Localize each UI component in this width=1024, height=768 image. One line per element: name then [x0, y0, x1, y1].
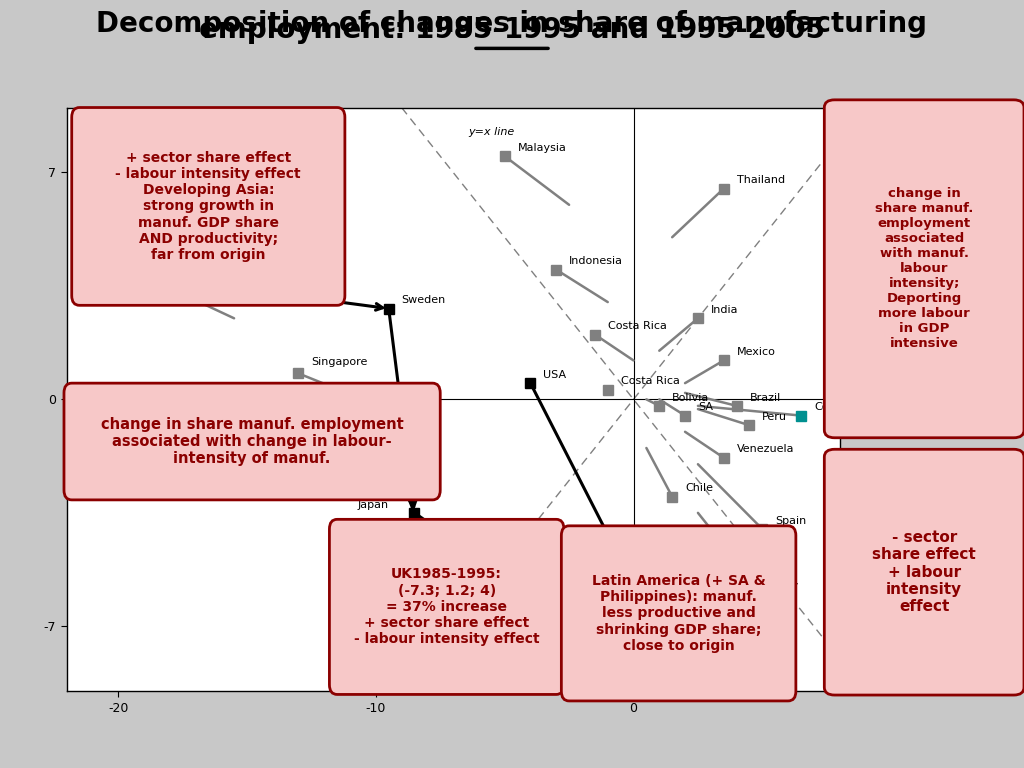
- Text: + sector share effect
- labour intensity effect
Developing Asia:
strong growth i: + sector share effect - labour intensity…: [116, 151, 301, 262]
- Text: Peru: Peru: [762, 412, 787, 422]
- Text: India: India: [711, 305, 738, 315]
- Text: Singapore: Singapore: [311, 357, 368, 367]
- Text: Brazil: Brazil: [750, 392, 780, 402]
- Text: Costa Rica: Costa Rica: [621, 376, 680, 386]
- Text: Italy: Italy: [775, 581, 800, 591]
- Text: UK1985-1995:
(-7.3; 1.2; 4)
= 37% increase
+ sector share effect
- labour intens: UK1985-1995: (-7.3; 1.2; 4) = 37% increa…: [354, 568, 540, 647]
- Text: Denmark: Denmark: [659, 597, 711, 607]
- Text: Decomposition of changes in: Decomposition of changes in: [49, 10, 512, 38]
- Text: - sector
share effect
+ labour
intensity
effect: - sector share effect + labour intensity…: [872, 530, 976, 614]
- Text: Malaysia: Malaysia: [517, 143, 566, 153]
- Text: Spain: Spain: [775, 516, 807, 526]
- Text: Sweden: Sweden: [401, 296, 445, 306]
- Text: Korea: Korea: [125, 260, 157, 270]
- FancyBboxPatch shape: [561, 526, 796, 701]
- Text: UK: UK: [544, 581, 559, 591]
- FancyBboxPatch shape: [72, 108, 345, 306]
- Text: change in
share manuf.
employment
associated
with manuf.
labour
intensity;
Depor: change in share manuf. employment associ…: [874, 187, 974, 350]
- Text: Indonesia: Indonesia: [569, 257, 623, 266]
- Text: Venezuela: Venezuela: [736, 445, 794, 455]
- Text: Chile: Chile: [685, 483, 713, 493]
- Text: SA: SA: [698, 402, 713, 412]
- Text: change in share manuf. employment
associated with change in labour-
intensity of: change in share manuf. employment associ…: [100, 416, 403, 466]
- Text: USA: USA: [544, 370, 566, 380]
- FancyBboxPatch shape: [63, 383, 440, 500]
- Text: Taiwan: Taiwan: [401, 626, 439, 636]
- Text: Colombia: Colombia: [814, 402, 866, 412]
- Text: Japan: Japan: [357, 500, 389, 510]
- Text: Bolivia: Bolivia: [672, 392, 710, 402]
- Text: x-axis: labour-intensity effect: x-axis: labour-intensity effect: [376, 668, 539, 678]
- Text: employment: 1985-1995 and 1995-2005: employment: 1985-1995 and 1995-2005: [199, 16, 825, 44]
- Text: Thailand: Thailand: [736, 175, 784, 185]
- Text: y=x line: y=x line: [469, 127, 515, 137]
- Text: Mexico: Mexico: [736, 347, 775, 357]
- Text: y-axis: sector share effect: y-axis: sector share effect: [827, 181, 837, 326]
- Text: Latin America (+ SA &
Philippines): manuf.
less productive and
shrinking GDP sha: Latin America (+ SA & Philippines): manu…: [592, 574, 766, 653]
- Text: Costa Rica: Costa Rica: [608, 321, 667, 331]
- FancyBboxPatch shape: [330, 519, 564, 694]
- Text: Decomposition of changes in share of manufacturing: Decomposition of changes in share of man…: [96, 10, 928, 38]
